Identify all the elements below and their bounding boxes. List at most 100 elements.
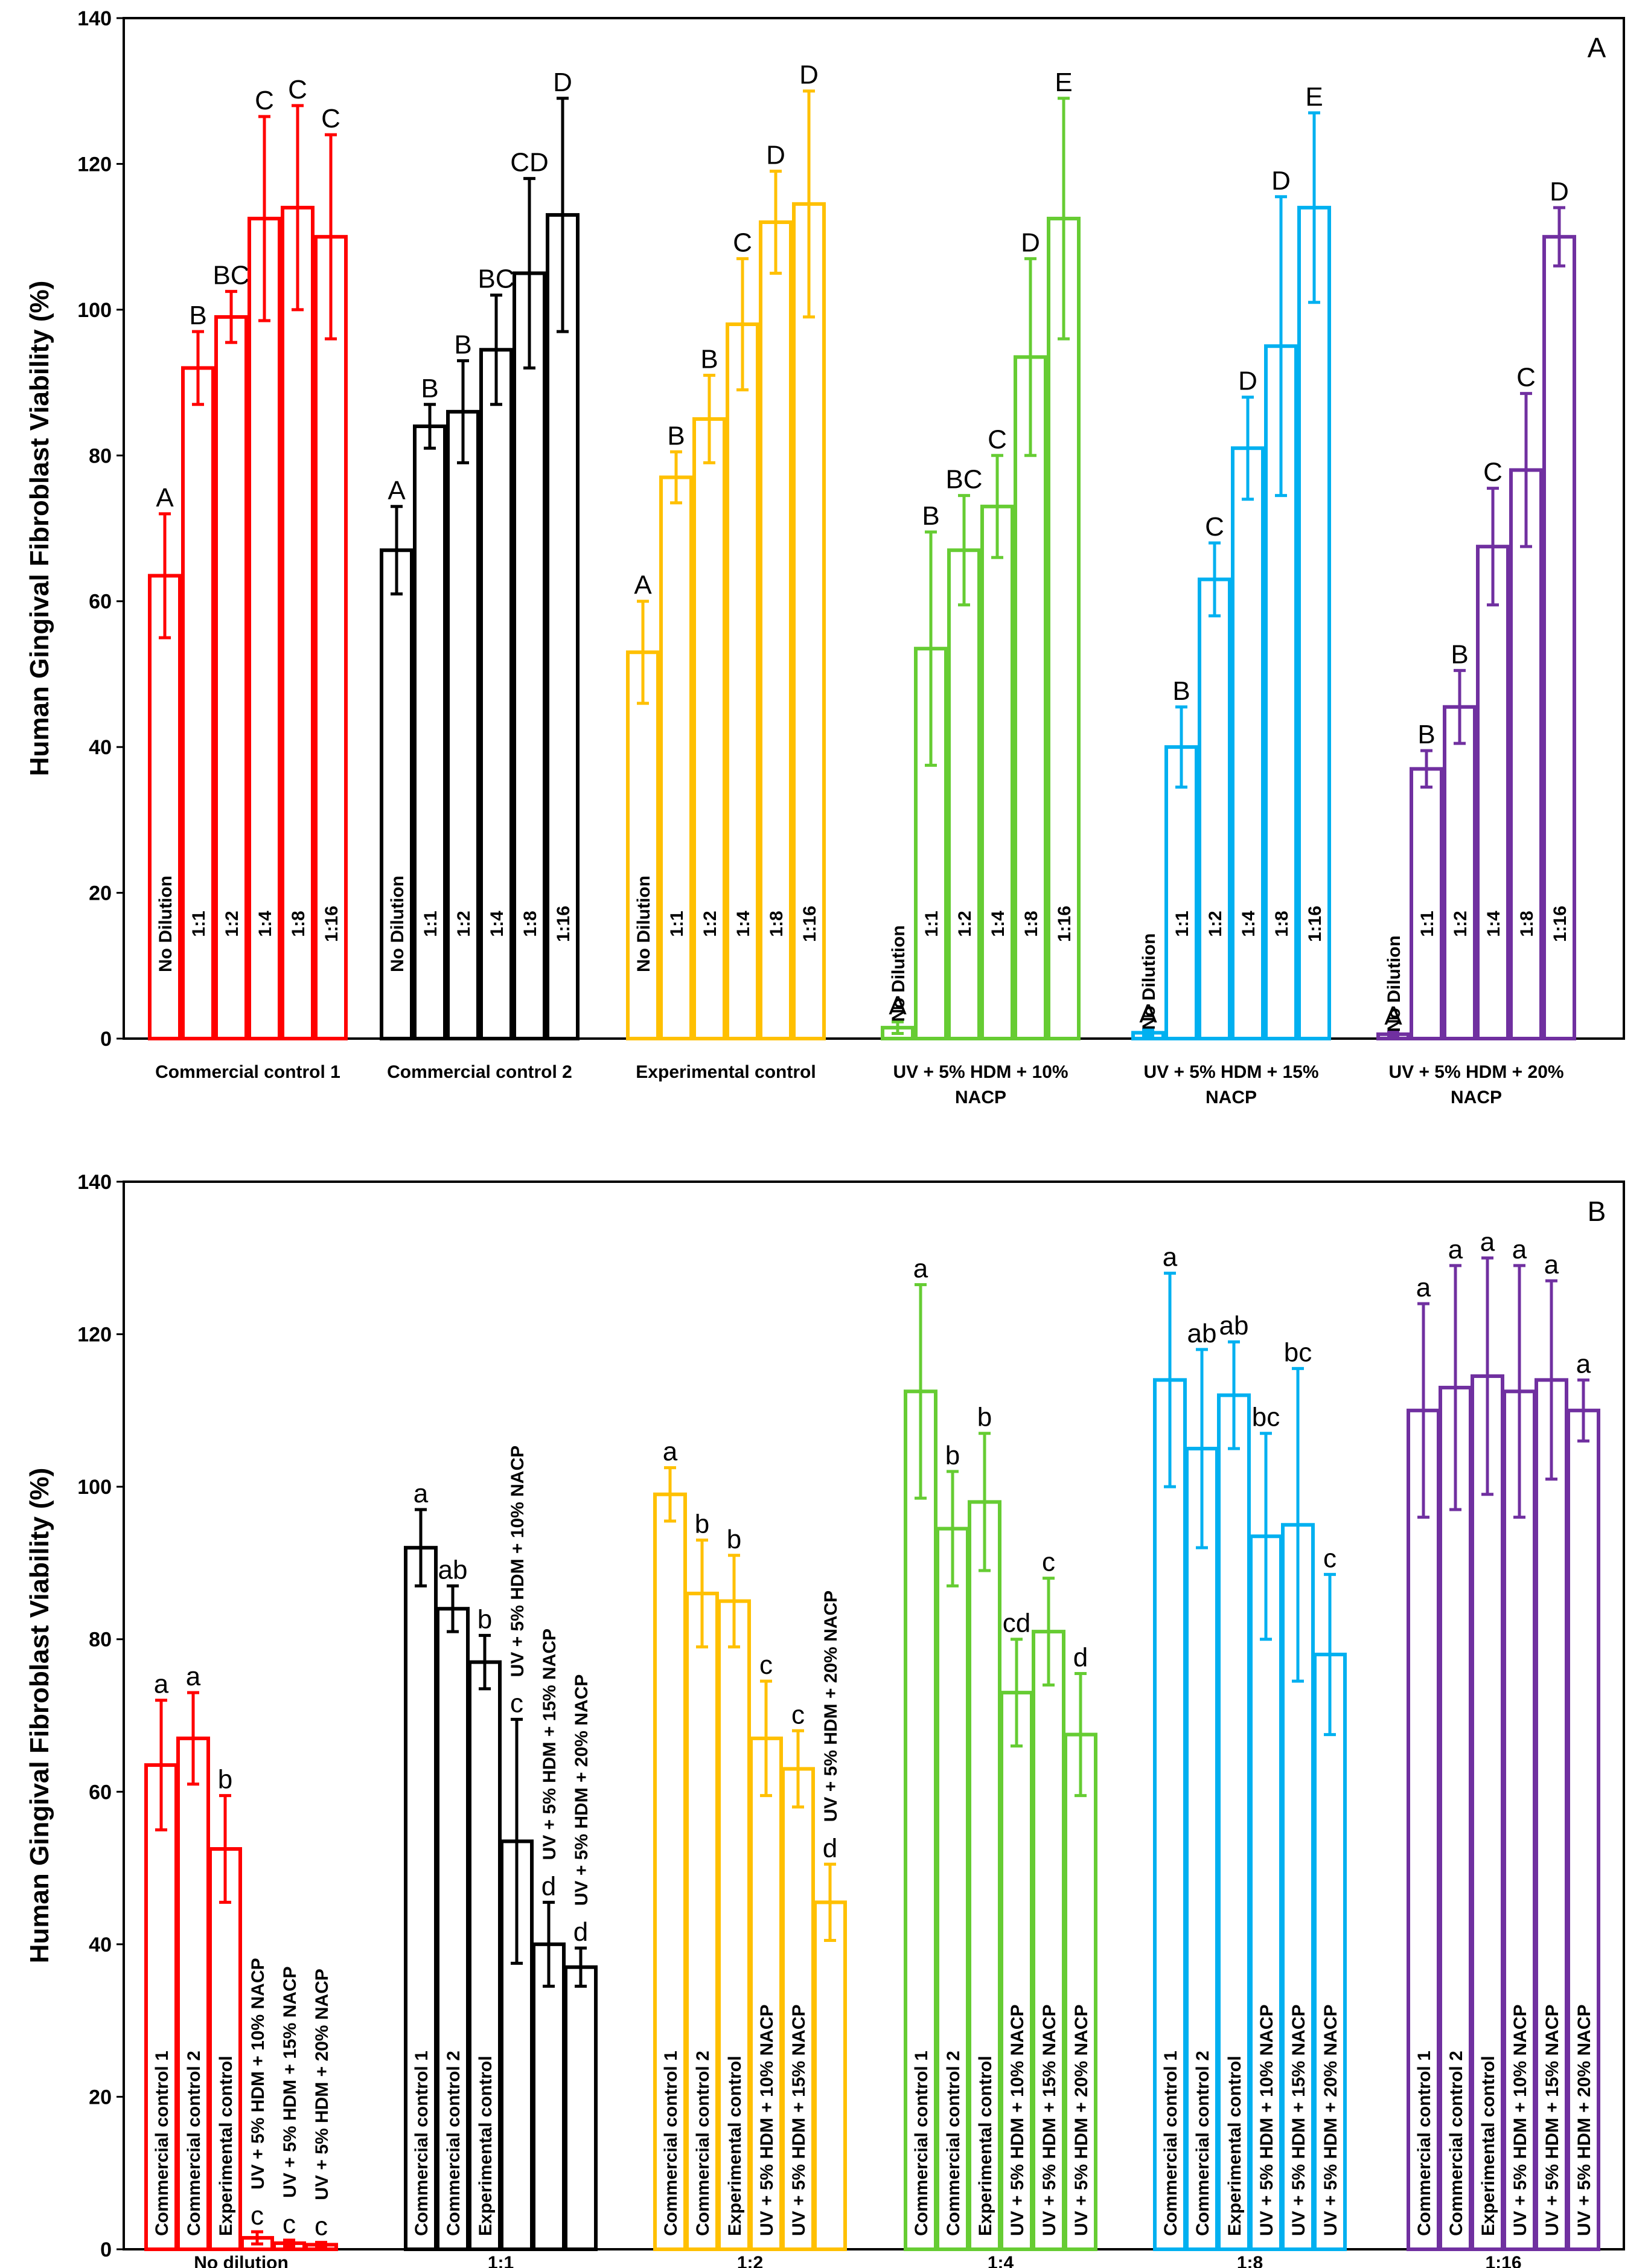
panel-label: B	[1588, 1196, 1606, 1227]
significance-letter: C	[255, 86, 274, 115]
bar-inside-label: Commercial control 2	[1446, 2051, 1466, 2236]
bar-inside-label: Commercial control 2	[944, 2051, 963, 2236]
significance-letter: c	[283, 2209, 296, 2239]
bar-inside-label: 1:4	[988, 911, 1008, 937]
bar-inside-label: UV + 5% HDM + 15% NACP	[1542, 2005, 1562, 2236]
significance-letter: D	[1271, 166, 1291, 196]
bar	[181, 366, 215, 1040]
significance-letter: a	[1480, 1227, 1495, 1257]
bar-inside-label: UV + 5% HDM + 15% NACP	[280, 1966, 300, 2197]
significance-letter: A	[1384, 1001, 1402, 1031]
bar	[1047, 216, 1081, 1041]
bar-inside-label: Commercial control 1	[1161, 2051, 1181, 2236]
y-tick-label: 60	[89, 591, 112, 613]
bar-inside-label: 1:8	[1021, 911, 1041, 937]
category-label: 1:1	[488, 2253, 514, 2268]
category-label: UV + 5% HDM + 15%	[1143, 1062, 1318, 1082]
significance-letter: a	[663, 1437, 678, 1467]
bar-inside-label: 1:2	[700, 911, 720, 937]
y-tick-label: 40	[89, 736, 112, 759]
significance-letter: D	[553, 68, 572, 97]
bar	[936, 1526, 969, 2252]
significance-letter: c	[251, 2201, 264, 2231]
significance-letter: b	[727, 1525, 741, 1554]
bar-inside-label: Commercial control 1	[912, 2051, 931, 2236]
panel-label: A	[1588, 32, 1606, 63]
significance-letter: B	[454, 330, 471, 359]
significance-letter: a	[186, 1662, 201, 1691]
significance-letter: C	[321, 104, 340, 133]
bar-inside-label: 1:2	[955, 911, 975, 937]
significance-letter: b	[477, 1604, 492, 1634]
bar-inside-label: UV + 5% HDM + 10% NACP	[248, 1958, 268, 2190]
significance-letter: ab	[1187, 1319, 1217, 1348]
bar-inside-label: No Dilution	[889, 925, 909, 1022]
category-label: NACP	[1206, 1088, 1257, 1107]
bar-inside-label: 1:4	[1484, 911, 1504, 937]
bar-inside-label: Commercial control 1	[412, 2051, 432, 2236]
bar-inside-label: 1:8	[289, 911, 308, 937]
significance-letter: C	[1516, 363, 1536, 392]
category-label: Experimental control	[636, 1062, 816, 1082]
bar-inside-label: 1:2	[1206, 911, 1225, 937]
bar-inside-label: 1:1	[1172, 911, 1192, 937]
bar-inside-label: UV + 5% HDM + 20% NACP	[821, 1590, 841, 1822]
significance-letter: c	[791, 1700, 805, 1729]
significance-letter: a	[414, 1479, 429, 1508]
significance-letter: D	[1550, 177, 1569, 207]
bar	[546, 213, 580, 1040]
bar-inside-label: No Dilution	[388, 876, 407, 972]
bar	[1064, 1732, 1097, 2252]
bar	[1476, 545, 1510, 1040]
significance-letter: d	[573, 1917, 588, 1947]
bar-inside-label: 1:2	[1451, 911, 1471, 937]
bar-inside-label: Commercial control 2	[1193, 2051, 1213, 2236]
bar-inside-label: 1:16	[1550, 906, 1570, 942]
significance-letter: bc	[1284, 1337, 1312, 1367]
significance-letter: E	[1055, 68, 1072, 97]
y-tick-label: 100	[77, 1476, 112, 1499]
significance-letter: c	[315, 2212, 328, 2241]
plot-frame	[123, 1180, 1625, 2250]
significance-letter: a	[154, 1670, 169, 1699]
bar-inside-label: UV + 5% HDM + 15% NACP	[1289, 2005, 1309, 2236]
significance-letter: B	[189, 301, 206, 330]
bar-inside-label: Experimental control	[1478, 2056, 1498, 2236]
significance-letter: B	[1417, 720, 1435, 749]
significance-letter: c	[759, 1650, 773, 1680]
bar-inside-label: Experimental control	[216, 2056, 236, 2236]
category-label: NACP	[1451, 1088, 1502, 1107]
bar	[404, 1546, 438, 2251]
y-tick-label: 80	[89, 1629, 112, 1651]
bar	[726, 322, 759, 1040]
bar-inside-label: No Dilution	[1139, 934, 1159, 1030]
bar-inside-label: 1:16	[322, 906, 342, 942]
significance-letter: C	[988, 424, 1007, 454]
bar-inside-label: 1:8	[767, 911, 787, 937]
significance-letter: BC	[945, 465, 982, 495]
bar	[314, 235, 348, 1041]
y-tick-label: 20	[89, 882, 112, 905]
bar-inside-label: 1:2	[222, 911, 242, 937]
bar	[1185, 1447, 1219, 2251]
significance-letter: D	[1238, 367, 1257, 396]
y-tick-label: 140	[77, 1171, 112, 1194]
bar-inside-label: 1:4	[733, 911, 753, 937]
y-tick-label: 120	[77, 153, 112, 176]
category-label: UV + 5% HDM + 10%	[893, 1062, 1068, 1082]
bar-inside-label: Experimental control	[725, 2056, 745, 2236]
bar-inside-label: Commercial control 1	[1414, 2051, 1434, 2236]
bar-inside-label: 1:1	[189, 911, 209, 937]
significance-letter: A	[889, 991, 907, 1020]
significance-letter: B	[700, 345, 718, 374]
bar-inside-label: UV + 5% HDM + 10% NACP	[757, 2005, 777, 2236]
significance-letter: a	[1416, 1273, 1431, 1302]
bar	[214, 315, 248, 1040]
bar-inside-label: No Dilution	[634, 876, 654, 972]
bar-inside-label: UV + 5% HDM + 10% NACP	[1257, 2005, 1277, 2236]
plot-frame	[123, 17, 1625, 1040]
y-tick-label: 80	[89, 444, 112, 467]
y-tick-label: 120	[77, 1324, 112, 1347]
significance-letter: b	[977, 1403, 992, 1432]
